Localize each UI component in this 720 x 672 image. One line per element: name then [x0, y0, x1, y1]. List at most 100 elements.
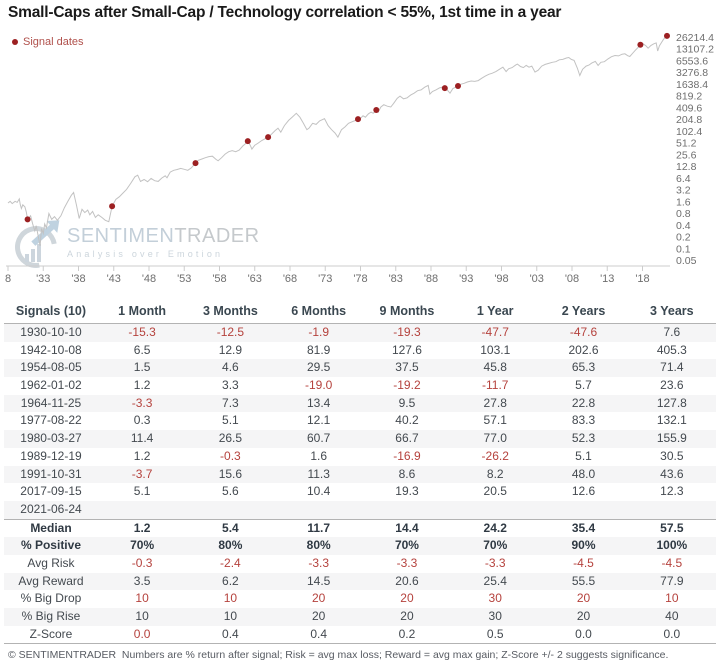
table-cell: 90%: [571, 538, 596, 553]
table-cell: -19.0: [304, 378, 333, 393]
table-cell: 12.3: [660, 484, 684, 499]
table-cell: 10: [223, 591, 238, 606]
table-cell: 5.1: [133, 484, 151, 499]
watermark-tagline: Analysis over Emotion: [67, 249, 224, 259]
x-axis-label: '63: [248, 273, 262, 285]
table-cell: 20: [400, 609, 414, 623]
table-cell: 48.0: [571, 466, 596, 481]
table-header-cell: 1 Month: [97, 300, 187, 324]
row-label: Avg Reward: [18, 573, 84, 588]
table-header-cell: 1 Year: [451, 300, 540, 324]
row-label: 1962-01-02: [20, 378, 82, 393]
table-row: 2021-06-24: [4, 500, 716, 520]
table-cell: -3.3: [484, 555, 506, 570]
table-cell: 20: [311, 609, 326, 623]
table-cell: 70%: [394, 538, 419, 553]
row-label: 2021-06-24: [20, 501, 82, 516]
table-cell: 26.5: [218, 431, 243, 446]
table-cell: -15.3: [128, 325, 156, 339]
x-axis-label: '58: [212, 273, 226, 285]
table-cell: 7.6: [663, 325, 681, 339]
table-row: 1991-10-31 -3.7 15.6 11.3 8.6 8.2 48.0 43.6: [4, 465, 716, 484]
y-axis-label: 3276.8: [676, 67, 708, 79]
row-label: 1964-11-25: [20, 395, 82, 410]
row-label: 1930-10-10: [20, 325, 82, 339]
table-cell: 27.8: [483, 395, 507, 410]
table-cell: -3.3: [396, 555, 418, 570]
y-axis-label: 819.2: [676, 91, 702, 103]
table-cell: 14.5: [306, 573, 331, 588]
x-axis-label: '93: [459, 273, 473, 285]
table-cell: 0.2: [362, 625, 452, 645]
row-label: 1942-10-08: [20, 342, 82, 357]
row-label: 1989-12-19: [20, 448, 82, 463]
chart-area: Small-Caps after Small-Cap / Technology …: [0, 0, 720, 298]
table-header-cell: 3 Months: [186, 300, 275, 324]
signal-dot: [373, 107, 380, 113]
x-axis-label: '53: [177, 273, 191, 285]
signal-dot: [637, 41, 644, 48]
table-cell: 0.3: [133, 413, 151, 428]
returns-table: Signals (10) 1 Month 3 Months 6 Months 9 Mon…: [4, 300, 716, 645]
table-cell: 5.1: [575, 448, 592, 463]
table-cell: 100%: [656, 538, 688, 553]
table-cell: 77.9: [660, 573, 684, 588]
table-cell: 6.2: [222, 573, 239, 588]
table-row: 1942-10-08 6.5 12.9 81.9 127.6 103.1 202.6 405.…: [4, 342, 716, 360]
price-line: [7, 35, 668, 246]
table-header-cell: 6 Months: [274, 300, 363, 324]
table-cell: 1.2: [133, 448, 151, 463]
table-row: 1964-11-25 -3.3 7.3 13.4 9.5 27.8 22.8 127.8: [4, 394, 716, 413]
table-cell: 13.4: [306, 395, 331, 410]
table-cell: [275, 501, 363, 519]
table-cell: 20: [400, 591, 414, 606]
table-row: % Big Drop 10 10 20 20 30 20 10: [4, 590, 716, 608]
x-axis-label: '68: [283, 273, 297, 285]
table-cell: 66.7: [395, 431, 419, 446]
signal-dot: [455, 83, 461, 89]
table-row: % Big Rise 10 10 20 20 30 20 40: [4, 608, 716, 626]
table-cell: -19.3: [393, 325, 421, 339]
table-cell: -3.3: [308, 555, 330, 570]
table-cell: -47.6: [569, 325, 598, 339]
table-cell: 155.9: [656, 431, 687, 446]
x-axis-label: '88: [424, 273, 438, 285]
table-cell: -47.7: [481, 325, 509, 339]
table-cell: 20: [576, 591, 591, 606]
table-cell: 83.3: [571, 413, 596, 428]
signal-dot: [265, 134, 272, 141]
y-axis-label: 25.6: [676, 149, 697, 161]
watermark-brand-left: SENTIMEN: [67, 225, 175, 247]
x-axis-label: '83: [389, 273, 403, 285]
table-cell: 57.5: [627, 518, 716, 538]
table-cell: 4.6: [222, 360, 239, 375]
table-cell: 40.2: [395, 413, 419, 428]
table-cell: -19.2: [393, 378, 421, 393]
table-cell: 8.6: [398, 466, 416, 481]
row-label: 1980-03-27: [20, 431, 82, 446]
table-cell: [186, 501, 274, 519]
table-cell: 10: [223, 609, 238, 623]
table-header-cell: 3 Years: [627, 300, 716, 324]
table-cell: 1.2: [97, 518, 187, 538]
table-cell: [98, 501, 186, 519]
x-axis-label: '98: [494, 273, 508, 285]
table-cell: 5.1: [222, 413, 239, 428]
y-axis-label: 6.4: [676, 173, 691, 185]
table-row: 1977-08-22 0.3 5.1 12.1 40.2 57.1 83.3 132.1: [4, 412, 716, 430]
table-cell: 1.2: [133, 378, 151, 393]
table-cell: 19.3: [395, 484, 419, 499]
table-cell: 57.1: [483, 413, 507, 428]
table-row: Median 1.2 5.4 11.7 14.4 24.2 35.4 57.5: [4, 518, 716, 538]
table-cell: 24.2: [451, 518, 540, 538]
table-cell: 12.9: [218, 342, 243, 357]
table-cell: 0.0: [627, 625, 716, 645]
chart-legend: Signal dates: [12, 36, 84, 48]
signal-dot: [109, 203, 116, 210]
table-cell: [363, 501, 451, 519]
y-axis-label: 13107.2: [676, 44, 714, 56]
table-cell: 52.3: [571, 431, 596, 446]
table-cell: 65.3: [571, 360, 596, 375]
y-axis-label: 102.4: [676, 126, 702, 138]
signal-dot: [664, 32, 670, 39]
